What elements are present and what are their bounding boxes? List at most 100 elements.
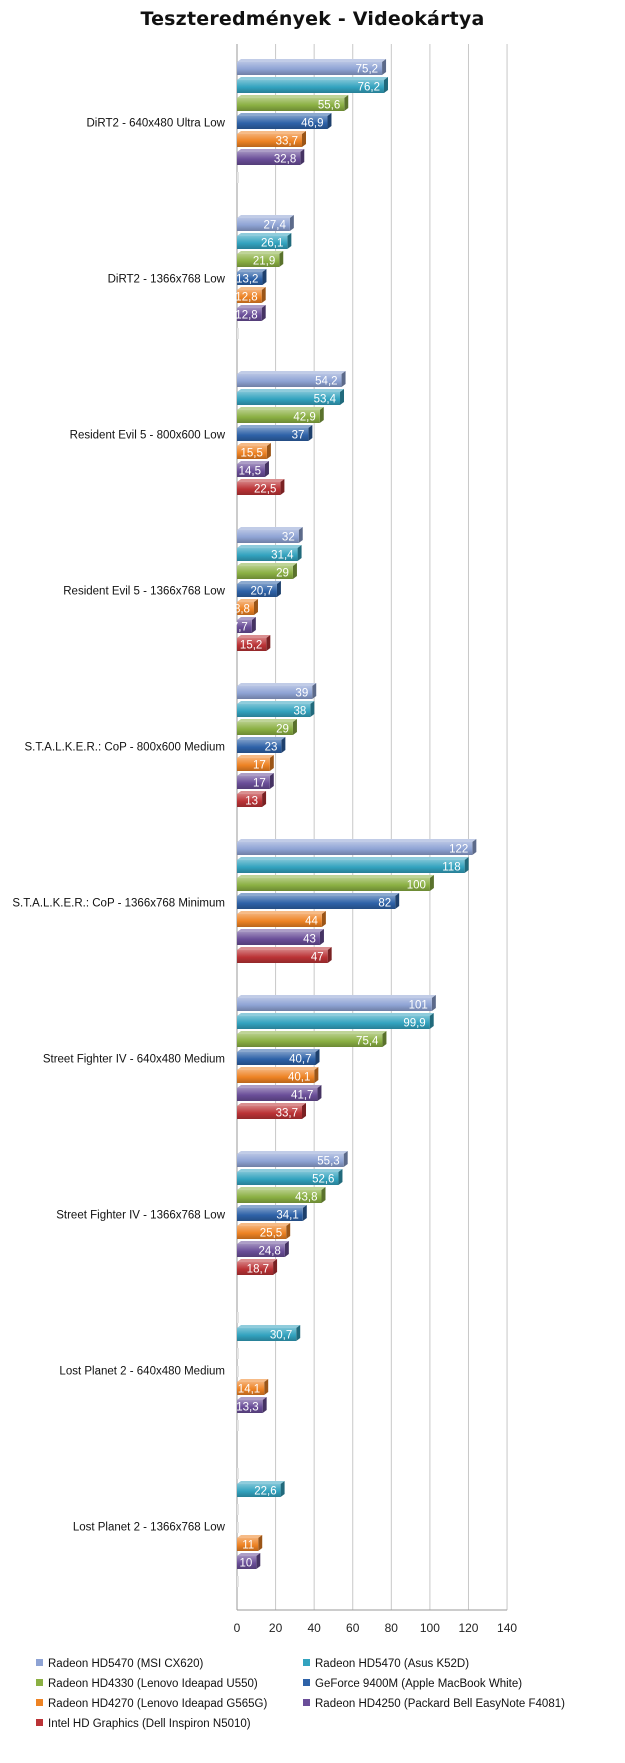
bar (237, 638, 267, 651)
bar-top (237, 251, 284, 254)
data-label: 43,8 (295, 1192, 317, 1204)
bar-top (237, 1013, 434, 1016)
bar (237, 1190, 322, 1203)
bar (237, 482, 281, 495)
data-label: 18,7 (247, 1264, 269, 1276)
bar-side (264, 461, 269, 477)
data-label: 12,8 (235, 310, 257, 322)
bar-top (237, 1151, 348, 1154)
bar-side (302, 1103, 307, 1119)
bar-side (279, 251, 284, 267)
bar (237, 794, 263, 807)
x-tick-label: 140 (497, 1621, 517, 1635)
legend-swatch (36, 1719, 43, 1726)
bar (237, 236, 288, 249)
legend-item: Radeon HD4330 (Lenovo Ideapad U550) (36, 1678, 258, 1690)
bar-side (292, 719, 297, 735)
bar-side (280, 479, 285, 495)
category-label: Street Fighter IV - 640x480 Medium (43, 1054, 225, 1066)
data-label: 42,9 (293, 412, 315, 424)
bar-top (237, 1169, 343, 1172)
bar (237, 1034, 383, 1047)
bar-side (286, 1223, 291, 1239)
empty-bar (237, 1366, 239, 1377)
bar-top (237, 1085, 322, 1088)
empty-bar (237, 328, 239, 339)
bar-side (319, 407, 324, 423)
bar-top (237, 113, 332, 116)
data-label: 24,8 (258, 1246, 280, 1258)
data-label: 29 (276, 724, 289, 736)
data-label: 10 (239, 1558, 252, 1570)
data-label: 44 (305, 916, 318, 928)
bar-side (395, 893, 400, 909)
empty-bar (237, 172, 239, 183)
bar-top (237, 635, 271, 638)
bar (237, 1382, 265, 1395)
bar-top (237, 755, 274, 758)
bar (237, 374, 342, 387)
legend-swatch (303, 1659, 310, 1666)
bar (237, 410, 320, 423)
bar-top (237, 545, 302, 548)
empty-bar (237, 1504, 239, 1515)
x-axis: 0 20 40 60 80 100 120 140 (234, 1609, 517, 1635)
bar-side (382, 1031, 387, 1047)
bar-side (308, 425, 313, 441)
bar (237, 1262, 274, 1275)
bar-top (237, 149, 305, 152)
bar-side (310, 701, 315, 717)
bar-side (327, 113, 332, 129)
data-label: 37 (292, 430, 305, 442)
bar (237, 1088, 318, 1101)
legend-item: Intel HD Graphics (Dell Inspiron N5010) (36, 1718, 251, 1730)
legend-item: GeForce 9400M (Apple MacBook White) (303, 1678, 522, 1690)
empty-bar (237, 1468, 239, 1479)
bar (237, 566, 293, 579)
bar-side (273, 1259, 278, 1275)
bar-side (429, 875, 434, 891)
empty-bar (237, 1420, 239, 1431)
bar-side (280, 1481, 285, 1497)
legend-swatch (36, 1679, 43, 1686)
category-label: Resident Evil 5 - 1366x768 Low (63, 586, 225, 598)
bar (237, 704, 311, 717)
data-label: 55,6 (318, 100, 340, 112)
category-label: Resident Evil 5 - 800x600 Low (70, 430, 226, 442)
bar-top (237, 839, 477, 842)
bar-top (237, 1325, 301, 1328)
bar-top (237, 1067, 319, 1070)
legend-label: Radeon HD5470 (MSI CX620) (48, 1658, 204, 1670)
bar-top (237, 599, 258, 602)
data-label: 99,9 (403, 1018, 425, 1030)
bar (237, 686, 313, 699)
bar-side (327, 947, 332, 963)
bar-side (472, 839, 477, 855)
bar-side (341, 371, 346, 387)
bar-side (269, 755, 274, 771)
bar (237, 1106, 303, 1119)
bar-top (237, 857, 469, 860)
bar (237, 1070, 315, 1083)
bar-top (237, 1049, 320, 1052)
bar-top (237, 1223, 291, 1226)
bar (237, 1172, 339, 1185)
bar-top (237, 875, 434, 878)
bar (237, 272, 263, 285)
bar (237, 308, 262, 321)
legend-label: Radeon HD4250 (Packard Bell EasyNote F40… (315, 1698, 565, 1710)
bar-top (237, 407, 324, 410)
data-label: 12,8 (235, 292, 257, 304)
bar-side (276, 581, 281, 597)
bar (237, 290, 262, 303)
bar (237, 152, 301, 165)
bar-side (431, 995, 436, 1011)
bar-side (321, 1187, 326, 1203)
bar-side (261, 305, 266, 321)
bar (237, 584, 277, 597)
data-label: 33,7 (276, 136, 298, 148)
bar-top (237, 269, 267, 272)
legend-swatch (36, 1699, 43, 1706)
bar (237, 1328, 297, 1341)
data-label: 34,1 (276, 1210, 298, 1222)
